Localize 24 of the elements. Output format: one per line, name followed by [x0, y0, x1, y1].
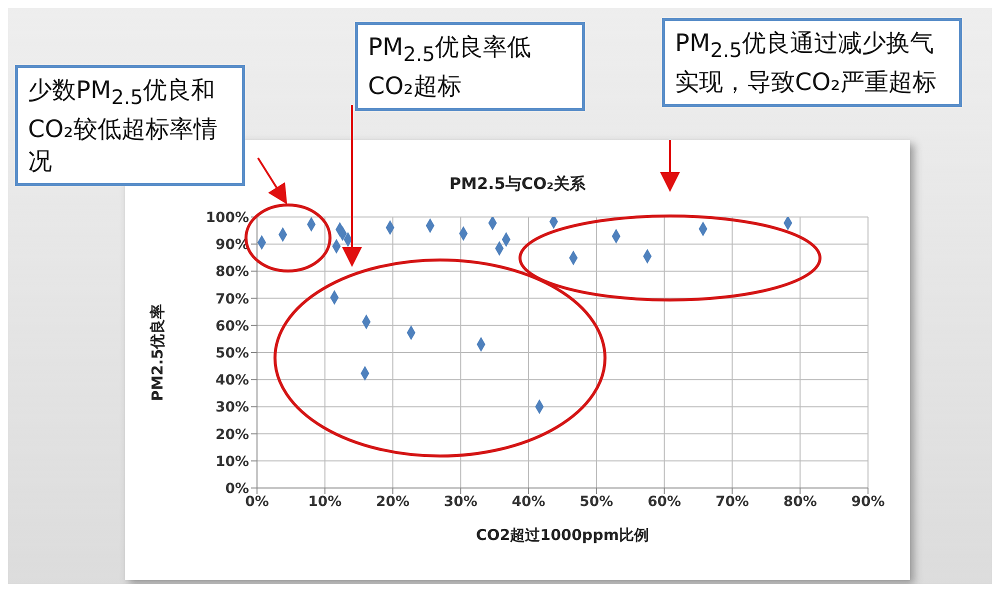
y-tick-label: 50%: [215, 345, 249, 362]
y-axis-title: PM2.5优良率: [148, 304, 166, 402]
text: PM$_{2.5}$优良通过减少换气实现，导致CO₂严重超标: [662, 18, 962, 107]
x-axis-title: CO2超过1000ppm比例: [476, 526, 650, 544]
y-tick-label: 70%: [215, 291, 249, 308]
x-tick-label: 80%: [783, 494, 817, 510]
x-tick-label: 90%: [851, 494, 885, 510]
chart-title: PM2.5与CO₂关系: [448, 174, 587, 195]
x-tick-label: 40%: [512, 494, 546, 510]
y-tick-label: 40%: [215, 372, 249, 389]
y-tick-label: 60%: [215, 318, 249, 334]
x-tick-label: 70%: [715, 494, 749, 510]
text: PM$_{2.5}$优良率低CO₂超标: [355, 22, 585, 111]
y-tick-label: 80%: [215, 264, 249, 280]
x-tick-label: 10%: [308, 494, 342, 510]
x-tick-label: 50%: [580, 494, 614, 510]
text: 少数PM$_{2.5}$优良和CO₂较低超标率情况: [15, 65, 245, 186]
y-tick-label: 20%: [215, 426, 249, 443]
y-tick-label: 30%: [215, 400, 249, 416]
x-tick-label: 20%: [376, 494, 410, 510]
x-tick-label: 60%: [648, 494, 682, 510]
x-tick-label: 30%: [444, 494, 478, 510]
y-tick-label: 100%: [206, 210, 249, 226]
y-tick-label: 10%: [215, 454, 249, 470]
